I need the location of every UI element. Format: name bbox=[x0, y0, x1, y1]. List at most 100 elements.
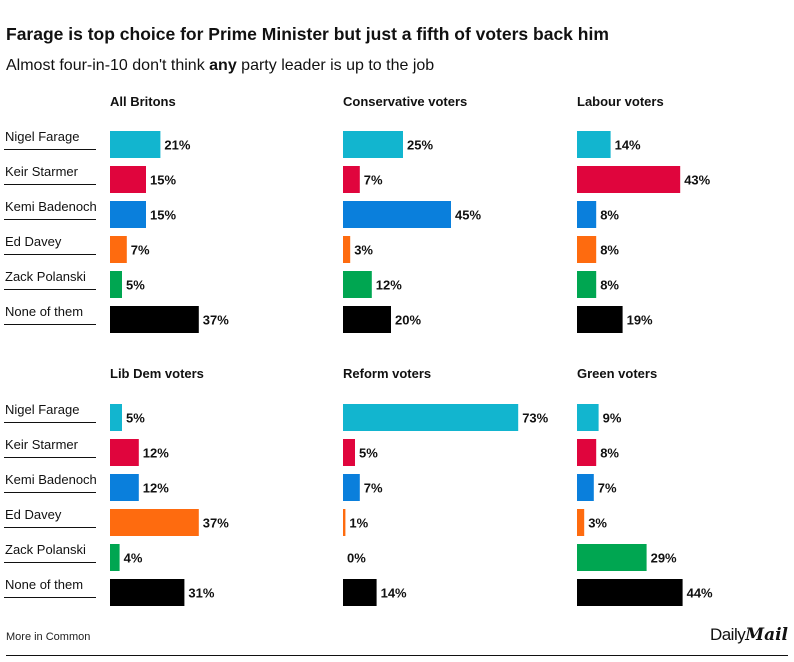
bar-lib-dem-voters-keir-starmer bbox=[110, 439, 139, 466]
value-label-labour-voters-zack-polanski: 8% bbox=[600, 278, 619, 293]
value-label-reform-voters-keir-starmer: 5% bbox=[359, 446, 378, 461]
category-label-none-of-them-row1: None of them bbox=[5, 304, 83, 319]
bar-labour-voters-kemi-badenoch bbox=[577, 201, 597, 228]
bar-green-voters-zack-polanski bbox=[577, 544, 647, 571]
logo-word-daily: Daily bbox=[709, 625, 746, 644]
value-label-green-voters-kemi-badenoch: 7% bbox=[598, 481, 617, 496]
panel-title-conservative-voters: Conservative voters bbox=[343, 94, 467, 109]
bar-all-britons-kemi-badenoch bbox=[110, 201, 146, 228]
value-label-all-britons-ed-davey: 7% bbox=[131, 243, 150, 258]
value-label-lib-dem-voters-ed-davey: 37% bbox=[203, 516, 229, 531]
value-label-conservative-voters-kemi-badenoch: 45% bbox=[455, 208, 481, 223]
bar-green-voters-kemi-badenoch bbox=[577, 474, 594, 501]
value-label-all-britons-zack-polanski: 5% bbox=[126, 278, 145, 293]
value-label-all-britons-kemi-badenoch: 15% bbox=[150, 208, 176, 223]
value-label-labour-voters-kemi-badenoch: 8% bbox=[600, 208, 619, 223]
bar-lib-dem-voters-zack-polanski bbox=[110, 544, 120, 571]
subtitle-text-start: Almost four-in-10 don't think bbox=[6, 57, 210, 74]
category-label-nigel-farage-row1: Nigel Farage bbox=[5, 129, 79, 144]
value-label-green-voters-none-of-them: 44% bbox=[687, 586, 713, 601]
bar-labour-voters-keir-starmer bbox=[577, 166, 681, 193]
footer-divider bbox=[6, 655, 788, 656]
value-label-green-voters-nigel-farage: 9% bbox=[603, 411, 622, 426]
category-label-ed-davey-row1: Ed Davey bbox=[5, 234, 62, 249]
subtitle-emphasis: any bbox=[209, 57, 237, 74]
bar-reform-voters-none-of-them bbox=[343, 579, 377, 606]
bar-lib-dem-voters-none-of-them bbox=[110, 579, 185, 606]
bar-conservative-voters-nigel-farage bbox=[343, 131, 403, 158]
chart-subtitle: Almost four-in-10 don't think any party … bbox=[6, 57, 434, 75]
value-label-labour-voters-nigel-farage: 14% bbox=[615, 138, 641, 153]
bar-conservative-voters-kemi-badenoch bbox=[343, 201, 451, 228]
bar-conservative-voters-zack-polanski bbox=[343, 271, 372, 298]
bar-green-voters-none-of-them bbox=[577, 579, 683, 606]
value-label-conservative-voters-none-of-them: 20% bbox=[395, 313, 421, 328]
value-label-all-britons-nigel-farage: 21% bbox=[164, 138, 190, 153]
bar-reform-voters-ed-davey bbox=[343, 509, 346, 536]
value-label-lib-dem-voters-nigel-farage: 5% bbox=[126, 411, 145, 426]
bar-reform-voters-nigel-farage bbox=[343, 404, 519, 431]
value-label-lib-dem-voters-none-of-them: 31% bbox=[188, 586, 214, 601]
bar-all-britons-keir-starmer bbox=[110, 166, 146, 193]
value-label-all-britons-keir-starmer: 15% bbox=[150, 173, 176, 188]
value-label-reform-voters-nigel-farage: 73% bbox=[522, 411, 548, 426]
bar-green-voters-ed-davey bbox=[577, 509, 585, 536]
bar-all-britons-zack-polanski bbox=[110, 271, 122, 298]
value-label-conservative-voters-zack-polanski: 12% bbox=[376, 278, 402, 293]
bar-all-britons-nigel-farage bbox=[110, 131, 161, 158]
panel-title-reform-voters: Reform voters bbox=[343, 366, 431, 381]
bar-green-voters-nigel-farage bbox=[577, 404, 599, 431]
bar-lib-dem-voters-kemi-badenoch bbox=[110, 474, 139, 501]
bar-labour-voters-ed-davey bbox=[577, 236, 597, 263]
value-label-conservative-voters-ed-davey: 3% bbox=[354, 243, 373, 258]
value-label-green-voters-ed-davey: 3% bbox=[588, 516, 607, 531]
value-label-labour-voters-none-of-them: 19% bbox=[627, 313, 653, 328]
bar-all-britons-none-of-them bbox=[110, 306, 199, 333]
category-label-keir-starmer-row1: Keir Starmer bbox=[5, 164, 79, 179]
value-label-reform-voters-zack-polanski: 0% bbox=[347, 551, 366, 566]
bar-labour-voters-none-of-them bbox=[577, 306, 623, 333]
category-label-ed-davey-row2: Ed Davey bbox=[5, 507, 62, 522]
daily-mail-logo: DailyMail bbox=[710, 625, 788, 645]
value-label-conservative-voters-keir-starmer: 7% bbox=[364, 173, 383, 188]
value-label-green-voters-zack-polanski: 29% bbox=[651, 551, 677, 566]
category-label-kemi-badenoch-row1: Kemi Badenoch bbox=[5, 199, 97, 214]
bar-conservative-voters-keir-starmer bbox=[343, 166, 360, 193]
panel-title-labour-voters: Labour voters bbox=[577, 94, 664, 109]
panel-title-all-britons: All Britons bbox=[110, 94, 176, 109]
category-label-zack-polanski-row2: Zack Polanski bbox=[5, 542, 86, 557]
panel-title-lib-dem-voters: Lib Dem voters bbox=[110, 366, 204, 381]
category-label-kemi-badenoch-row2: Kemi Badenoch bbox=[5, 472, 97, 487]
category-label-keir-starmer-row2: Keir Starmer bbox=[5, 437, 79, 452]
value-label-reform-voters-none-of-them: 14% bbox=[381, 586, 407, 601]
bar-lib-dem-voters-nigel-farage bbox=[110, 404, 122, 431]
value-label-lib-dem-voters-keir-starmer: 12% bbox=[143, 446, 169, 461]
category-label-nigel-farage-row2: Nigel Farage bbox=[5, 402, 79, 417]
value-label-lib-dem-voters-kemi-badenoch: 12% bbox=[143, 481, 169, 496]
bar-lib-dem-voters-ed-davey bbox=[110, 509, 199, 536]
value-label-lib-dem-voters-zack-polanski: 4% bbox=[124, 551, 143, 566]
value-label-green-voters-keir-starmer: 8% bbox=[600, 446, 619, 461]
value-label-labour-voters-ed-davey: 8% bbox=[600, 243, 619, 258]
value-label-all-britons-none-of-them: 37% bbox=[203, 313, 229, 328]
bar-reform-voters-kemi-badenoch bbox=[343, 474, 360, 501]
bar-conservative-voters-none-of-them bbox=[343, 306, 391, 333]
bar-conservative-voters-ed-davey bbox=[343, 236, 351, 263]
category-label-none-of-them-row2: None of them bbox=[5, 577, 83, 592]
bar-green-voters-keir-starmer bbox=[577, 439, 597, 466]
panel-title-green-voters: Green voters bbox=[577, 366, 657, 381]
chart-title: Farage is top choice for Prime Minister … bbox=[6, 24, 609, 44]
bar-labour-voters-zack-polanski bbox=[577, 271, 597, 298]
logo-word-mail: Mail bbox=[745, 625, 788, 645]
value-label-conservative-voters-nigel-farage: 25% bbox=[407, 138, 433, 153]
value-label-reform-voters-ed-davey: 1% bbox=[349, 516, 368, 531]
category-label-zack-polanski-row1: Zack Polanski bbox=[5, 269, 86, 284]
bar-all-britons-ed-davey bbox=[110, 236, 127, 263]
value-label-reform-voters-kemi-badenoch: 7% bbox=[364, 481, 383, 496]
source-credit: More in Common bbox=[6, 631, 91, 643]
bar-reform-voters-keir-starmer bbox=[343, 439, 355, 466]
bar-labour-voters-nigel-farage bbox=[577, 131, 611, 158]
subtitle-text-end: party leader is up to the job bbox=[236, 57, 435, 74]
value-label-labour-voters-keir-starmer: 43% bbox=[684, 173, 710, 188]
